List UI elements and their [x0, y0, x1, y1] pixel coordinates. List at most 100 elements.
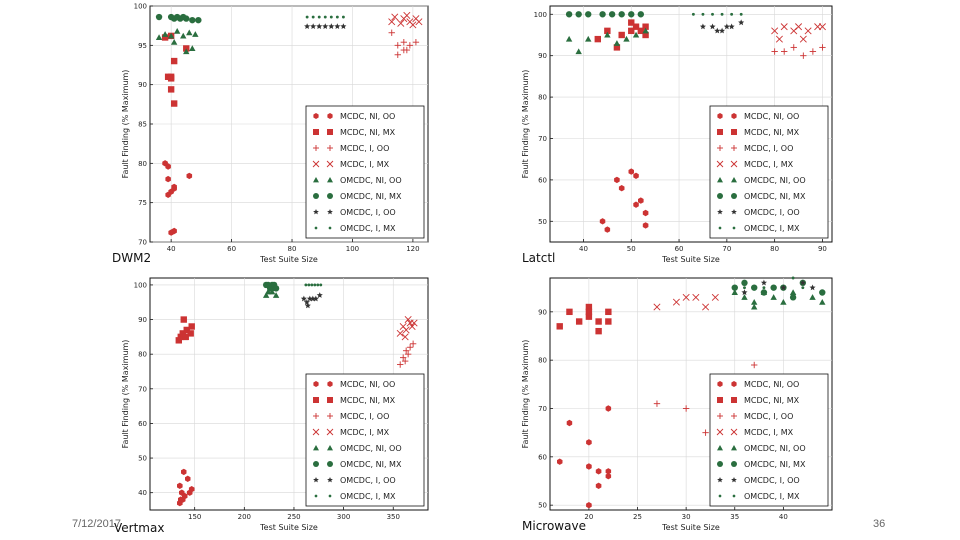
data-point — [311, 15, 315, 19]
data-point — [183, 326, 190, 334]
x-tick-label: 35 — [730, 513, 739, 521]
chart-label-vertmax: Vertmax — [114, 521, 165, 535]
x-axis-label: Test Suite Size — [661, 255, 720, 264]
x-tick-label: 120 — [406, 245, 419, 253]
x-axis-label: Test Suite Size — [259, 255, 318, 264]
data-point — [415, 18, 423, 26]
data-point — [711, 12, 714, 16]
data-point — [388, 18, 396, 26]
data-point — [642, 222, 649, 229]
legend-marker — [312, 428, 320, 436]
data-point — [709, 23, 716, 30]
data-point — [177, 333, 184, 341]
data-point — [161, 31, 169, 37]
data-point — [189, 45, 196, 52]
data-point — [412, 38, 420, 46]
x-tick-label: 70 — [722, 245, 731, 253]
data-point — [262, 292, 270, 298]
legend-label: OMCDC, I, OO — [340, 476, 396, 485]
legend-marker — [328, 494, 332, 498]
chart-dwm2-svg: 70 75 80 85 90 95 100 40 60 80 100 120 Test Suite Si… — [121, 3, 429, 264]
data-point — [801, 286, 805, 290]
data-point — [313, 283, 317, 287]
data-point — [316, 283, 320, 287]
legend-label: MCDC, NI, OO — [340, 112, 395, 121]
data-point — [183, 48, 190, 55]
data-point — [575, 11, 582, 18]
legend-label: MCDC, NI, OO — [340, 380, 395, 389]
data-point — [751, 303, 758, 310]
data-point — [613, 44, 621, 51]
y-axis-label: Fault Finding (% Maximum) — [521, 70, 530, 179]
data-point — [161, 34, 169, 41]
legend-marker — [328, 226, 332, 230]
data-point — [701, 12, 705, 16]
data-point — [790, 27, 798, 35]
x-tick-label: 200 — [238, 513, 251, 521]
legend-marker — [717, 381, 723, 387]
legend-label: MCDC, I, MX — [340, 428, 390, 437]
legend-label: MCDC, I, OO — [744, 412, 793, 421]
legend-label: OMCDC, NI, MX — [744, 460, 806, 469]
data-point — [760, 279, 767, 286]
data-point — [723, 23, 730, 30]
slide-page-number: 36 — [873, 518, 886, 530]
data-point — [388, 29, 395, 36]
x-tick-label: 30 — [682, 513, 691, 521]
x-tick-label: 60 — [227, 245, 236, 253]
data-point — [195, 16, 202, 24]
data-point — [394, 51, 401, 58]
data-point — [585, 313, 593, 320]
data-point — [771, 48, 778, 55]
data-point — [719, 27, 726, 34]
data-point — [789, 294, 797, 301]
data-point — [775, 35, 783, 43]
data-point — [800, 52, 807, 59]
legend-marker — [716, 428, 724, 436]
data-point — [739, 12, 743, 16]
data-point — [406, 344, 414, 351]
legend-marker — [717, 461, 723, 467]
data-point — [189, 16, 196, 24]
data-point — [795, 23, 803, 31]
legend-marker — [731, 381, 737, 387]
data-point — [180, 316, 187, 323]
data-point — [653, 400, 661, 407]
data-point — [741, 279, 748, 287]
data-point — [628, 168, 634, 175]
data-point — [409, 21, 417, 29]
legend-marker — [327, 445, 333, 451]
legend-marker — [313, 129, 319, 135]
y-tick-label: 80 — [138, 351, 147, 359]
legend-marker — [731, 145, 737, 151]
data-point — [399, 354, 407, 361]
data-point — [618, 11, 625, 18]
data-point — [605, 318, 612, 325]
data-point — [170, 100, 178, 107]
y-tick-label: 50 — [138, 455, 147, 463]
data-point — [402, 326, 410, 334]
legend-marker — [313, 381, 319, 387]
data-point — [614, 176, 620, 184]
data-point — [155, 13, 163, 21]
data-point — [637, 27, 645, 35]
data-point — [789, 289, 797, 296]
data-point — [633, 172, 639, 179]
data-point — [316, 292, 323, 298]
data-point — [585, 35, 592, 42]
legend-label: OMCDC, NI, MX — [340, 460, 402, 469]
legend-marker — [327, 193, 333, 199]
chart-label-latctl: Latctl — [522, 251, 556, 265]
legend-marker — [717, 193, 723, 199]
data-point — [605, 308, 612, 316]
legend-box — [305, 105, 425, 239]
chart-label-dwm2: DWM2 — [112, 251, 152, 265]
y-tick-label: 50 — [538, 218, 547, 226]
legend-marker — [731, 461, 737, 467]
x-tick-label: 300 — [337, 513, 350, 521]
legend-label: MCDC, I, OO — [340, 144, 389, 153]
data-point — [188, 486, 195, 493]
data-point — [575, 318, 583, 325]
x-tick-label: 40 — [579, 245, 588, 253]
data-point — [397, 361, 404, 368]
